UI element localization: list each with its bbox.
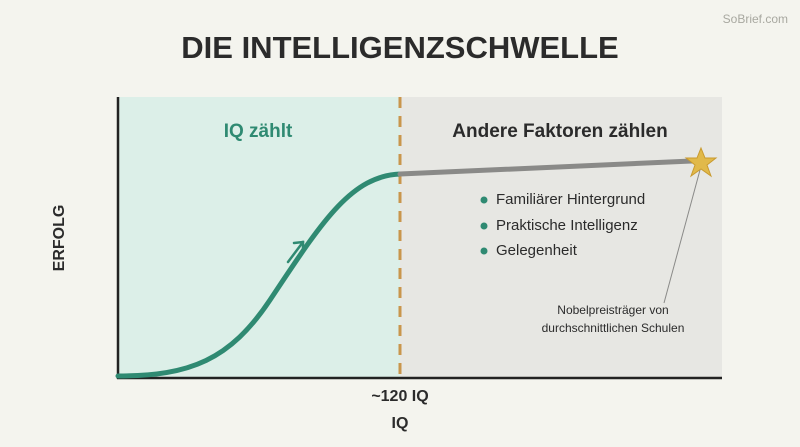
x-axis-label: IQ — [392, 415, 409, 432]
bullet-dot — [480, 247, 488, 255]
title: DIE INTELLIGENZSCHWELLE — [181, 30, 618, 65]
annotation: durchschnittlichen Schulen — [542, 321, 685, 335]
annotation-pointer — [663, 169, 701, 304]
star — [684, 146, 718, 178]
watermark: SoBrief.com — [723, 12, 788, 26]
right-region — [400, 97, 722, 378]
bullet: Familiärer Hintergrund — [496, 191, 645, 208]
left-region-label: IQ zählt — [224, 121, 293, 142]
right-region-label: Andere Faktoren zählen — [452, 121, 667, 142]
left-region — [118, 97, 400, 378]
trend-arrow — [286, 240, 305, 264]
y-axis-label: ERFOLG — [51, 205, 68, 272]
annotation: Nobelpreisträger von — [557, 303, 668, 317]
threshold-label: ~120 IQ — [371, 388, 428, 405]
bullet: Gelegenheit — [496, 242, 578, 259]
bullet-dot — [480, 222, 488, 230]
plateau-line — [397, 158, 695, 177]
bullet-dot — [480, 196, 488, 204]
bullet: Praktische Intelligenz — [496, 217, 638, 234]
success-curve — [115, 171, 403, 379]
